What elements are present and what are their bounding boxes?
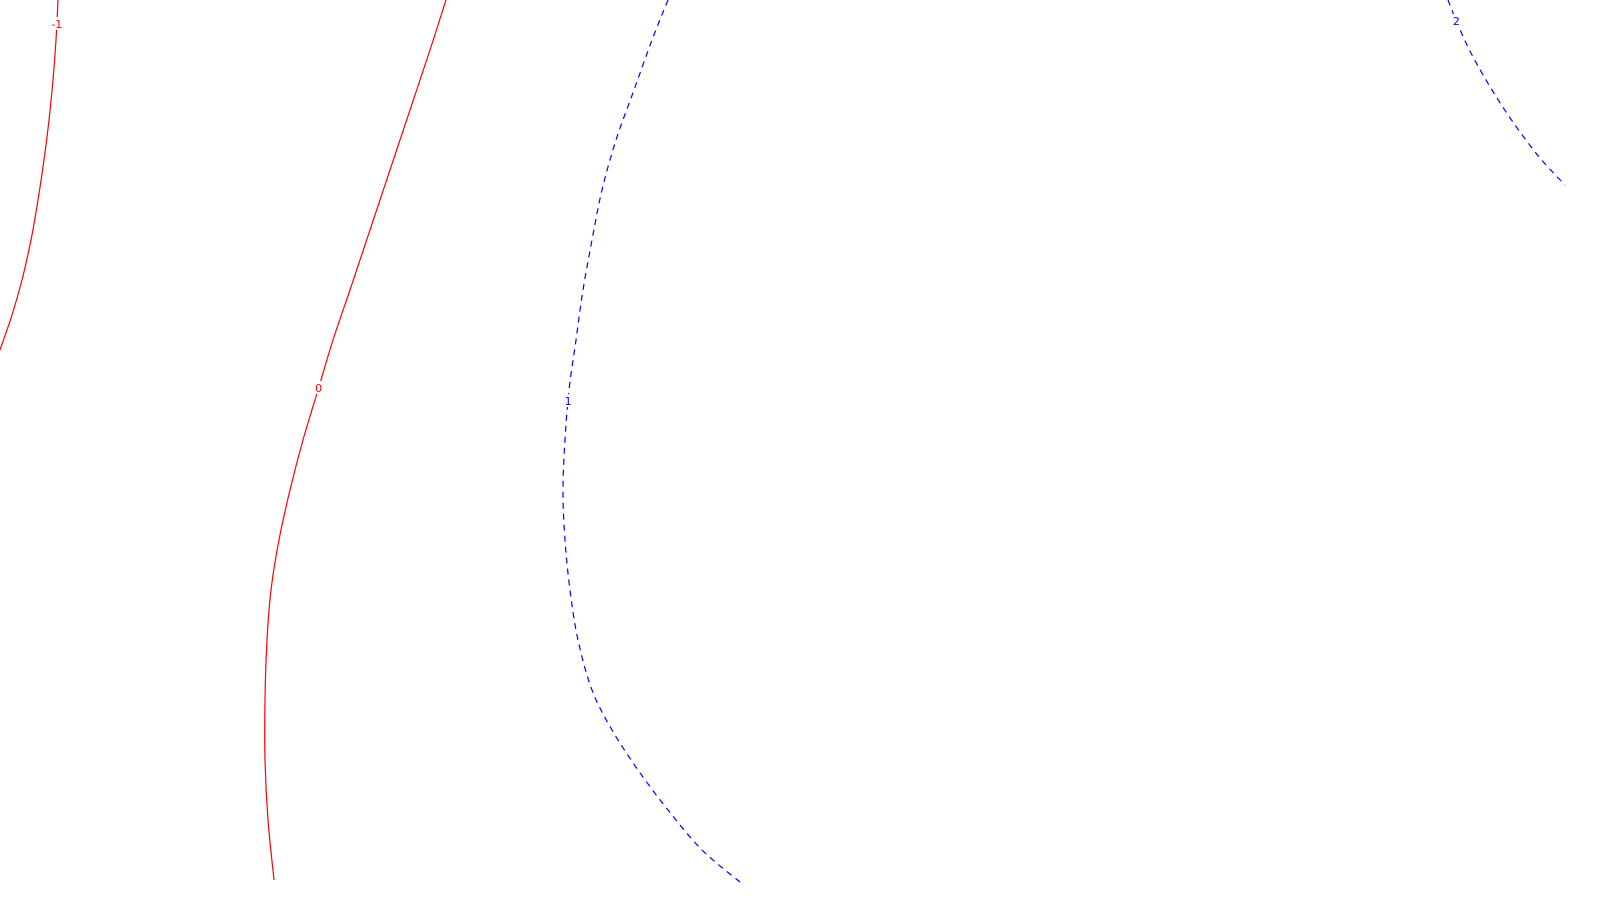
contour-line-level--1 — [0, 0, 59, 351]
contour-labels-group: -1 0 1 2 — [50, 14, 1463, 408]
contour-label-background — [312, 381, 325, 394]
contour-label-level--1: -1 — [51, 18, 62, 31]
contour-label-background — [562, 394, 575, 407]
contour-label-level-2: 2 — [1453, 15, 1460, 28]
contour-label-level-0: 0 — [315, 382, 322, 395]
contour-line-level-1 — [562, 0, 741, 883]
contour-label-background — [50, 17, 63, 30]
contour-line-level-0 — [264, 0, 447, 881]
contour-label-level-1: 1 — [565, 395, 572, 408]
contour-label-background — [1450, 14, 1463, 27]
